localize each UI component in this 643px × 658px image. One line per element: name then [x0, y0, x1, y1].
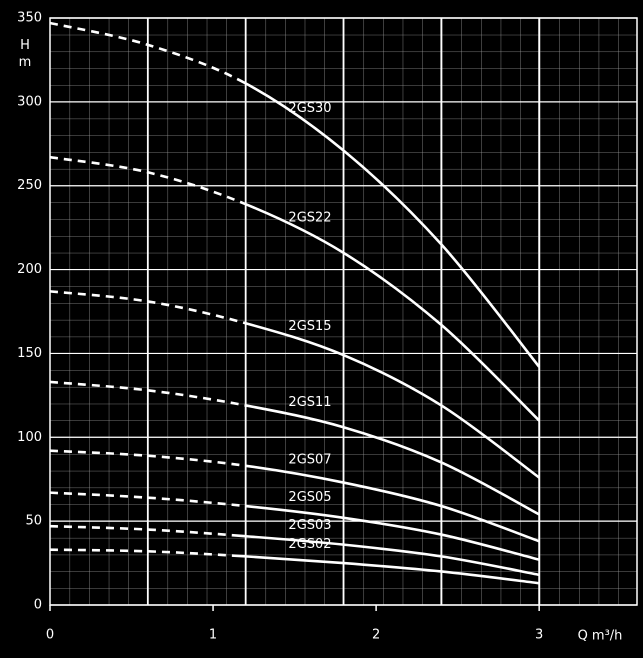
pump-curve	[49, 21, 541, 368]
pump-curve	[49, 524, 540, 577]
y-tick-label: 200	[17, 262, 42, 277]
pump-curve	[49, 380, 540, 516]
curve-label: 2GS30	[288, 101, 331, 116]
pump-curve	[49, 449, 540, 543]
curve-label: 2GS11	[288, 395, 331, 410]
y-tick-label: 50	[25, 514, 42, 529]
plot-frame	[49, 17, 638, 606]
curve-label: 2GS05	[288, 490, 331, 505]
y-tick-label: 0	[34, 598, 42, 613]
y-tick-label: 100	[17, 430, 42, 445]
x-tick-label: 2	[372, 628, 380, 643]
y-tick-label: 250	[17, 178, 42, 193]
pump-curve	[49, 155, 541, 422]
curve-label: 2GS22	[288, 210, 331, 225]
pump-curve	[49, 548, 540, 585]
x-tick-label: 0	[46, 628, 54, 643]
curve-label: 2GS15	[288, 319, 331, 334]
curve-label: 2GS03	[288, 518, 331, 533]
x-tick-label: 3	[535, 628, 543, 643]
y-tick-label: 150	[17, 346, 42, 361]
curve-label: 2GS02	[288, 537, 331, 552]
y-tick-label: 300	[17, 94, 42, 109]
pump-curve	[49, 491, 540, 561]
curve-label: 2GS07	[288, 453, 331, 468]
pump-curve	[49, 290, 540, 479]
x-axis-label: Q m³/h	[578, 629, 623, 644]
curves: 2GS30 2GS22 2GS15 2GS11 2GS07 2GS05 2GS03 2GS02	[49, 21, 541, 585]
y-tick-label: 350	[17, 11, 42, 26]
x-tick-label: 1	[209, 628, 217, 643]
